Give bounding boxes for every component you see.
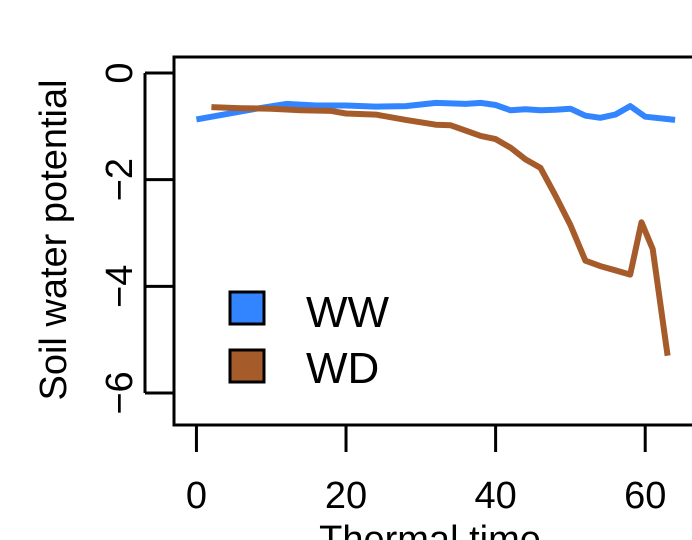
x-tick-label: 20: [325, 475, 367, 517]
legend-swatch-wd: [228, 348, 266, 384]
legend-swatch-ww: [228, 290, 266, 326]
y-axis: 0 −2 −4 −6: [99, 62, 174, 415]
series-line-wd: [211, 104, 671, 357]
x-tick-label: 0: [186, 475, 207, 517]
y-tick-label: −2: [99, 158, 141, 201]
x-tick-label: 60: [624, 475, 666, 517]
y-tick-label: −4: [99, 265, 141, 308]
y-tick-label: 0: [99, 62, 141, 83]
y-axis-title: Soil water potential: [33, 79, 75, 400]
y-tick-label: −6: [99, 371, 141, 414]
series-line-ww: [195, 99, 676, 123]
x-axis-title: Thermal time: [319, 519, 541, 540]
legend-label-wd: WD: [306, 344, 379, 393]
x-axis: 0 20 40 60: [186, 423, 666, 517]
series-layer: [195, 99, 676, 357]
x-tick-label: 40: [474, 475, 516, 517]
legend: WW WD: [228, 288, 390, 393]
legend-label-ww: WW: [306, 288, 390, 337]
